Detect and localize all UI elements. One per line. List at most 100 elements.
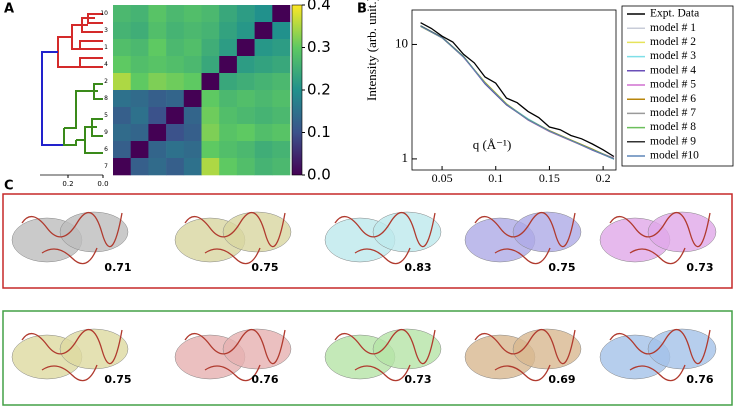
heatmap-cell <box>166 141 185 159</box>
backbone <box>184 329 286 382</box>
data-line <box>420 25 615 159</box>
plot-frame <box>411 9 617 171</box>
heatmap-cell <box>183 5 202 23</box>
legend-label: model #10 <box>650 150 699 162</box>
row-label: 4 <box>104 61 108 68</box>
heatmap-cell <box>113 39 131 57</box>
structure <box>464 211 582 265</box>
data-line <box>420 22 615 158</box>
heatmap-cell <box>236 124 255 142</box>
colorbar-tick-label: 0.4 <box>307 0 331 14</box>
y-axis-label: Intensity (arb. unit.) <box>364 0 379 101</box>
heatmap-cell <box>272 124 291 142</box>
structure <box>324 211 442 265</box>
fit-score: 0.76 <box>686 373 713 386</box>
heatmap-cell <box>148 56 167 74</box>
fit-score: 0.71 <box>104 261 131 274</box>
row-label: 9 <box>104 129 108 136</box>
heatmap-cell <box>130 5 149 23</box>
fit-score: 0.73 <box>686 261 713 274</box>
colorbar <box>291 4 303 176</box>
heatmap-cell <box>166 5 185 23</box>
heatmap-cell <box>113 124 131 142</box>
row-label: 10 <box>100 10 108 17</box>
heatmap-cell <box>148 73 167 91</box>
heatmap-cell <box>201 39 220 57</box>
backbone <box>474 212 576 265</box>
data-line <box>420 25 615 160</box>
heatmap-cell <box>148 107 167 125</box>
heatmap-cell <box>272 5 291 23</box>
row-label: 2 <box>104 78 108 85</box>
colorbar-tick-label: 0.3 <box>307 38 331 56</box>
x-tick-label: 0.05 <box>432 171 453 185</box>
structure <box>174 328 292 382</box>
legend-label: model # 8 <box>650 121 696 133</box>
heatmap-cell <box>236 107 255 125</box>
x-tick-label: 0.1 <box>488 171 503 185</box>
structure <box>11 328 129 382</box>
backbone <box>609 329 711 382</box>
heatmap-cell <box>219 39 238 57</box>
heatmap-cell <box>201 141 220 159</box>
heatmap-cell <box>130 124 149 142</box>
backbone <box>334 329 436 382</box>
structure <box>599 211 717 265</box>
heatmap-cell <box>148 158 167 176</box>
fit-score: 0.73 <box>404 373 431 386</box>
heatmap-cell <box>130 39 149 57</box>
backbone <box>21 212 123 265</box>
row-label: 8 <box>104 95 108 102</box>
heatmap-cell <box>148 141 167 159</box>
heatmap-cell <box>254 5 273 23</box>
colorbar-tick-label: 0.0 <box>307 166 331 184</box>
heatmap-cell <box>166 107 185 125</box>
fit-score: 0.83 <box>404 261 431 274</box>
heatmap-cell <box>130 158 149 176</box>
x-tick-label: 0.15 <box>539 171 560 185</box>
heatmap-cell <box>236 141 255 159</box>
heatmap-cell <box>254 124 273 142</box>
backbone <box>334 212 436 265</box>
heatmap-cell <box>201 22 220 40</box>
heatmap-cell <box>254 158 273 176</box>
heatmap-cell <box>183 73 202 91</box>
heatmap-cell <box>201 124 220 142</box>
heatmap-cell <box>219 90 238 108</box>
heatmap-cell <box>272 22 291 40</box>
legend-label: model # 2 <box>650 36 696 48</box>
backbone <box>21 329 123 382</box>
x-tick-label: 0.2 <box>596 171 611 185</box>
heatmap-cell <box>219 22 238 40</box>
heatmap-cell <box>254 22 273 40</box>
heatmap-cell <box>183 141 202 159</box>
heatmap-cell <box>183 124 202 142</box>
row-label: 5 <box>104 112 108 119</box>
structure <box>174 211 292 265</box>
dendrogram <box>41 13 103 154</box>
structure <box>11 211 129 265</box>
heatmap-cell <box>254 107 273 125</box>
heatmap-cell <box>219 141 238 159</box>
heatmap-cell <box>148 124 167 142</box>
row-label: 7 <box>104 163 108 170</box>
backbone <box>609 212 711 265</box>
heatmap-cell <box>236 39 255 57</box>
heatmap-cell <box>148 39 167 57</box>
heatmap-cell <box>130 90 149 108</box>
heatmap-cell <box>272 73 291 91</box>
heatmap-cell <box>113 141 131 159</box>
heatmap-cell <box>272 158 291 176</box>
legend-label: model # 6 <box>650 93 696 105</box>
heatmap-cell <box>219 107 238 125</box>
dendrogram-tick-label: 0.0 <box>97 180 108 188</box>
heatmap-cell <box>219 5 238 23</box>
legend-label: model # 1 <box>650 22 696 34</box>
heatmap-cell <box>201 73 220 91</box>
heatmap-cell <box>183 90 202 108</box>
group-frame <box>2 310 733 406</box>
heatmap-cell <box>130 141 149 159</box>
heatmap-cell <box>254 141 273 159</box>
heatmap-cell <box>166 22 185 40</box>
heatmap-cell <box>130 22 149 40</box>
